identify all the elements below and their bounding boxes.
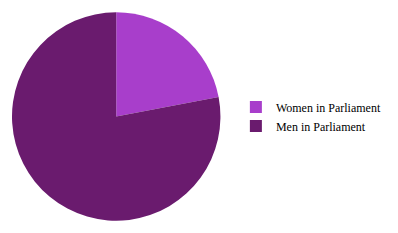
svg-text:Men in Parliament: Men in Parliament	[276, 120, 366, 134]
svg-text:Women in Parliament: Women in Parliament	[276, 101, 381, 115]
